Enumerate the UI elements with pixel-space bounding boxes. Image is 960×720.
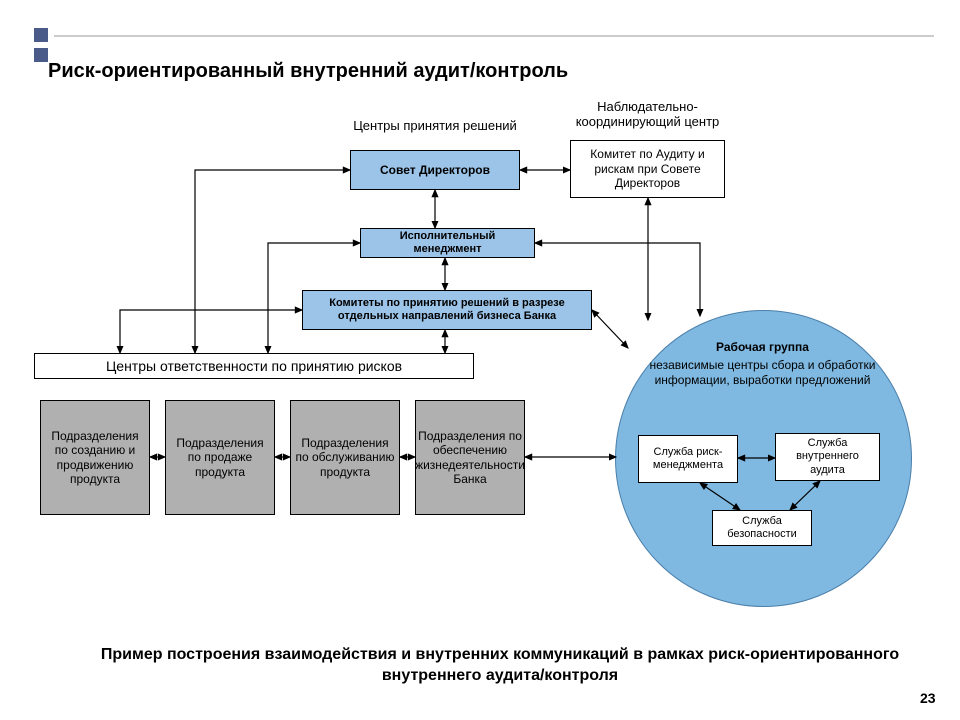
- node-audit-committee: Комитет по Аудиту и рискам при Совете Ди…: [570, 140, 725, 198]
- header-line: [54, 35, 934, 37]
- node-committees-text: Комитеты по принятию решений в разрезе о…: [307, 297, 587, 323]
- label-decision-centers: Центры принятия решений: [320, 118, 550, 133]
- slide-title: Риск-ориентированный внутренний аудит/ко…: [48, 60, 568, 83]
- node-dept4: Подразделения по обеспечению жизнедеятел…: [415, 400, 525, 515]
- node-dept1: Подразделения по созданию и продвижению …: [40, 400, 150, 515]
- node-risk-mgmt-text: Служба риск-менеджмента: [643, 446, 733, 472]
- node-dept3: Подразделения по обслуживанию продукта: [290, 400, 400, 515]
- responsibility-header: Центры ответственности по принятию риско…: [34, 353, 474, 379]
- node-dept2-text: Подразделения по продаже продукта: [170, 436, 270, 479]
- header-bullet-1: [34, 28, 48, 42]
- page-number: 23: [920, 690, 936, 706]
- label-supervisory-center: Наблюдательно-координирующий центр: [570, 100, 725, 130]
- node-board: Совет Директоров: [350, 150, 520, 190]
- slide-subtitle: Пример построения взаимодействия и внутр…: [90, 645, 910, 687]
- node-security-text: Служба безопасности: [717, 515, 807, 541]
- workgroup-desc: независимые центры сбора и обработки инф…: [645, 358, 880, 388]
- workgroup-title: Рабочая группа: [660, 340, 865, 354]
- node-exec-mgmt-text: Исполнительный менеджмент: [365, 230, 530, 256]
- node-audit-committee-text: Комитет по Аудиту и рискам при Совете Ди…: [575, 147, 720, 190]
- header-bullet-2: [34, 48, 48, 62]
- node-dept3-text: Подразделения по обслуживанию продукта: [295, 436, 395, 479]
- node-dept4-text: Подразделения по обеспечению жизнедеятел…: [415, 429, 525, 487]
- node-committees: Комитеты по принятию решений в разрезе о…: [302, 290, 592, 330]
- node-internal-audit-text: Служба внутреннего аудита: [780, 437, 875, 477]
- node-exec-mgmt: Исполнительный менеджмент: [360, 228, 535, 258]
- node-internal-audit: Служба внутреннего аудита: [775, 433, 880, 481]
- node-board-text: Совет Директоров: [380, 163, 490, 177]
- node-dept2: Подразделения по продаже продукта: [165, 400, 275, 515]
- node-security: Служба безопасности: [712, 510, 812, 546]
- node-dept1-text: Подразделения по созданию и продвижению …: [45, 429, 145, 487]
- node-risk-mgmt: Служба риск-менеджмента: [638, 435, 738, 483]
- responsibility-header-text: Центры ответственности по принятию риско…: [106, 358, 402, 375]
